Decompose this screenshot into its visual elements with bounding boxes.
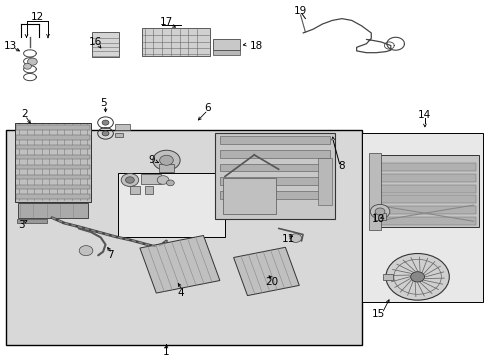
Bar [115,133,122,137]
Bar [18,203,88,218]
Text: 5: 5 [100,98,106,108]
Bar [16,135,90,140]
Text: 12: 12 [31,12,44,22]
Text: 6: 6 [204,103,211,113]
Bar [17,219,47,223]
Text: 13: 13 [4,41,17,50]
Bar [368,153,380,230]
Bar [16,125,90,130]
Bar [220,163,329,171]
Bar [212,50,239,55]
Polygon shape [233,247,299,296]
Bar [382,274,392,280]
Bar [212,40,239,50]
Text: 19: 19 [293,6,306,17]
Bar [373,195,475,203]
Bar [141,174,160,184]
Circle shape [369,204,389,219]
Bar [220,191,329,199]
Text: 2: 2 [21,109,27,119]
Circle shape [27,58,37,65]
Circle shape [374,208,384,215]
Bar [220,150,329,158]
Bar [361,134,483,302]
Circle shape [166,180,174,186]
Text: 4: 4 [178,288,184,298]
Circle shape [159,155,173,165]
Circle shape [102,131,109,136]
Bar [373,174,475,182]
Bar [373,217,475,225]
Bar [144,186,153,194]
Bar [5,130,361,345]
Circle shape [23,63,31,69]
Bar [317,158,331,205]
Bar [215,134,334,220]
Text: 16: 16 [89,37,102,47]
Bar [16,145,90,149]
Bar [220,136,329,144]
Bar [115,125,130,130]
Circle shape [102,120,109,125]
Text: 3: 3 [18,220,24,230]
Circle shape [289,234,301,242]
Bar [16,185,90,189]
Circle shape [153,150,180,170]
Bar [16,194,90,199]
Text: 17: 17 [160,17,173,27]
Bar [142,28,210,56]
Text: 9: 9 [148,155,155,165]
Bar [118,173,224,237]
Text: 15: 15 [371,310,385,319]
Polygon shape [140,235,220,293]
Bar [16,155,90,159]
Bar [373,206,475,214]
Bar [159,164,173,172]
Text: 14: 14 [417,111,430,121]
Circle shape [79,246,93,256]
Bar [16,175,90,179]
Bar [220,177,329,185]
Bar [92,32,119,57]
Text: 20: 20 [264,277,277,287]
Bar [15,123,91,202]
Circle shape [385,253,448,300]
Bar [373,163,475,171]
Bar [373,213,386,220]
Text: 10: 10 [371,215,385,224]
Circle shape [121,174,139,186]
Text: 7: 7 [107,250,114,260]
Bar [370,155,478,226]
Text: 8: 8 [338,161,345,171]
Circle shape [410,272,424,282]
Bar [130,186,140,194]
Bar [373,185,475,193]
Text: 1: 1 [163,347,169,357]
Bar [16,165,90,169]
Circle shape [125,177,134,183]
Bar [222,178,276,214]
Circle shape [157,176,168,184]
Text: 11: 11 [281,234,294,244]
Text: 18: 18 [249,41,262,50]
